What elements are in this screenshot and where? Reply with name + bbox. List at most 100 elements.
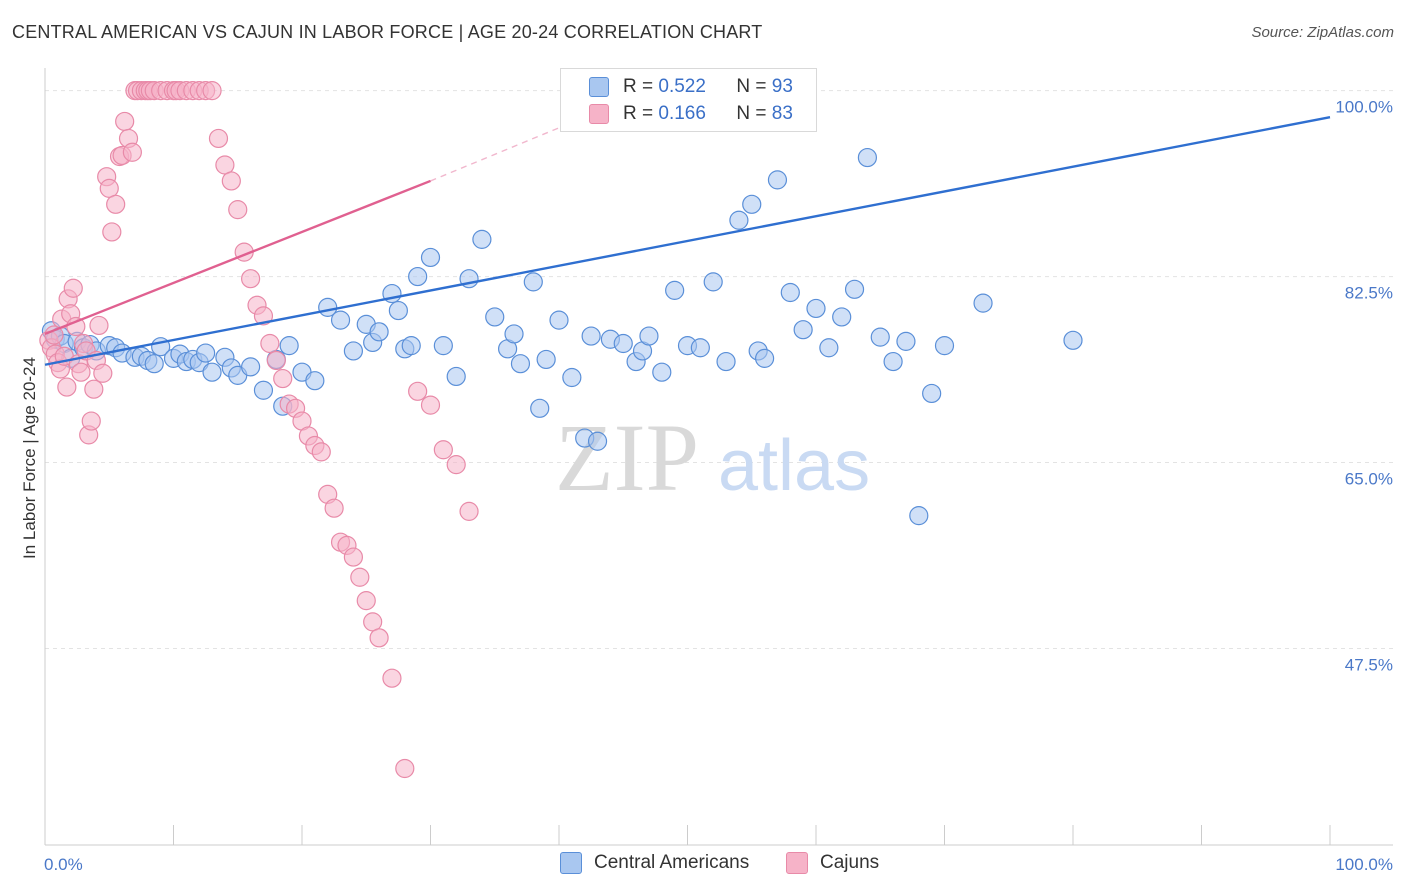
- data-point: [408, 381, 428, 401]
- bottom-legend-swatch-cajuns: [786, 852, 808, 874]
- trend-lines: [44, 84, 1331, 366]
- data-point: [253, 380, 274, 400]
- data-point: [909, 506, 929, 526]
- y-tick-labels: 100.0% 82.5% 65.0% 47.5%: [1335, 98, 1393, 675]
- bottom-legend: Central Americans Cajuns: [0, 852, 1406, 878]
- data-point: [973, 293, 993, 313]
- data-point: [266, 350, 286, 371]
- data-point: [330, 310, 351, 330]
- data-point: [144, 354, 164, 374]
- data-point: [420, 395, 441, 415]
- data-point: [102, 222, 122, 242]
- data-point: [122, 142, 142, 162]
- axes: [44, 68, 1393, 846]
- legend-row-cajuns: R = 0.166 N = 83: [561, 101, 793, 127]
- data-point: [311, 442, 331, 462]
- legend-n-label: N =: [736, 76, 767, 97]
- data-point: [228, 200, 248, 220]
- data-point: [202, 362, 222, 382]
- data-point: [99, 178, 119, 198]
- data-point: [215, 155, 235, 175]
- source-label: Source: ZipAtlas.com: [1251, 24, 1394, 41]
- data-point: [716, 351, 736, 372]
- y-tick-label: 47.5%: [1345, 655, 1393, 674]
- data-point: [613, 333, 633, 354]
- data-point: [587, 431, 608, 451]
- legend-r-value: 0.166: [658, 103, 706, 124]
- data-point: [84, 379, 104, 399]
- x-tick-right: 100.0%: [1335, 855, 1393, 874]
- legend-r-label: R =: [623, 103, 654, 124]
- bottom-legend-label: Central Americans: [594, 852, 750, 873]
- data-point: [459, 501, 479, 521]
- data-point: [369, 628, 389, 648]
- data-point: [433, 440, 453, 460]
- trend-line: [44, 179, 431, 336]
- data-point: [196, 343, 216, 363]
- data-point: [934, 336, 955, 356]
- data-point: [106, 194, 126, 214]
- data-point: [754, 348, 775, 368]
- data-point: [690, 338, 710, 358]
- data-point: [703, 272, 723, 292]
- data-point: [202, 81, 222, 101]
- data-point: [241, 357, 261, 377]
- y-tick-label: 65.0%: [1345, 470, 1393, 489]
- data-point: [273, 368, 293, 389]
- data-point: [793, 320, 813, 340]
- data-point: [57, 377, 77, 397]
- watermark-zip: ZIP: [555, 404, 699, 511]
- data-point: [883, 351, 903, 372]
- legend: R = 0.522 N = 93 R = 0.166 N = 83: [560, 68, 817, 132]
- data-point: [44, 325, 64, 345]
- data-points: [39, 81, 1083, 779]
- data-point: [523, 272, 543, 292]
- y-axis-label: In Labor Force | Age 20-24: [20, 357, 39, 559]
- bottom-legend-cajuns[interactable]: Cajuns: [786, 852, 879, 874]
- data-point: [922, 383, 942, 404]
- data-point: [279, 336, 299, 356]
- data-point: [665, 280, 685, 300]
- data-point: [870, 327, 890, 347]
- bottom-legend-label: Cajuns: [820, 852, 880, 873]
- data-point: [81, 411, 101, 431]
- data-point: [581, 326, 601, 346]
- trend-line-extension: [430, 84, 663, 182]
- trend-line: [44, 116, 1331, 366]
- legend-r-label: R =: [623, 76, 654, 97]
- legend-r-value: 0.522: [658, 76, 706, 97]
- data-point: [356, 591, 376, 611]
- y-tick-label: 82.5%: [1345, 284, 1393, 303]
- data-point: [433, 336, 453, 356]
- watermark-atlas: atlas: [718, 426, 870, 506]
- data-point: [350, 567, 370, 587]
- data-point: [420, 247, 441, 268]
- data-point: [472, 229, 492, 249]
- data-point: [832, 307, 852, 327]
- data-point: [767, 170, 788, 190]
- data-point: [382, 668, 402, 688]
- data-point: [71, 362, 91, 382]
- data-point: [343, 547, 363, 567]
- data-point: [401, 336, 421, 356]
- data-point: [305, 371, 325, 391]
- data-point: [93, 363, 113, 383]
- data-point: [63, 278, 83, 298]
- legend-row-central-americans: R = 0.522 N = 93: [561, 74, 793, 100]
- data-point: [857, 147, 878, 168]
- bottom-legend-central-americans[interactable]: Central Americans: [560, 852, 749, 874]
- data-point: [208, 128, 229, 149]
- bottom-legend-swatch-central-americans: [560, 852, 582, 874]
- data-point: [369, 322, 389, 342]
- data-point: [1063, 330, 1083, 350]
- data-point: [844, 279, 865, 299]
- data-point: [510, 354, 531, 374]
- data-point: [819, 338, 839, 358]
- data-point: [408, 266, 428, 287]
- data-point: [729, 210, 749, 230]
- y-tick-label: 100.0%: [1335, 98, 1393, 117]
- data-point: [115, 111, 135, 132]
- data-point: [221, 171, 241, 191]
- data-point: [395, 758, 415, 779]
